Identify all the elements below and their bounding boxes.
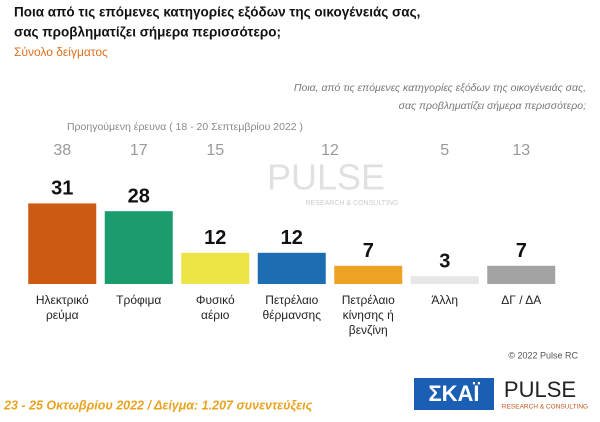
- question: Ποια, από τις επόμενες κατηγορίες εξόδων…: [294, 82, 586, 94]
- channel-logo-box: [414, 378, 494, 410]
- value-label: 12: [281, 227, 303, 249]
- watermark: PULSE: [267, 157, 385, 198]
- chart-title: Ποια από τις επόμενες κατηγορίες εξόδων …: [14, 5, 420, 20]
- bar: [410, 276, 479, 284]
- category-label: ΔΓ / ΔΑ: [501, 293, 542, 307]
- bar: [487, 265, 556, 284]
- value-label: 7: [516, 240, 527, 262]
- category-label: Ηλεκτρικό ρεύμα: [35, 293, 89, 322]
- previous-value: 15: [206, 142, 224, 159]
- category-label: Πετρέλαιο θέρμανσης: [262, 293, 322, 322]
- chart-title: σας προβληματίζει σήμερα περισσότερο;: [14, 25, 281, 40]
- previous-value: 17: [130, 142, 148, 159]
- category-label: Πετρέλαιο κίνησης ή βενζίνη: [341, 293, 395, 337]
- previous-label: Προηγούμενη έρευνα ( 18 - 20 Σεπτεμβρίου…: [67, 121, 303, 133]
- value-label: 31: [51, 178, 73, 200]
- category-label: Φυσικό αέριο: [195, 293, 235, 322]
- bar: [334, 265, 403, 284]
- channel-logo: ΣΚΑΪ: [428, 381, 480, 406]
- question: σας προβληματίζει σήμερα περισσότερο;: [399, 100, 586, 112]
- previous-value: 5: [440, 142, 449, 159]
- brand-logo: PULSE: [504, 377, 576, 402]
- bar: [181, 252, 250, 284]
- value-label: 12: [204, 227, 226, 249]
- previous-value: 12: [321, 142, 339, 159]
- brand-tagline: RESEARCH & CONSULTING: [502, 404, 588, 411]
- bar: [257, 252, 326, 284]
- bar: [104, 211, 173, 284]
- category-label: Τρόφιμα: [116, 293, 162, 307]
- footer: 23 - 25 Οκτωβρίου 2022 / Δείγμα: 1.207 σ…: [3, 398, 313, 412]
- value-label: 3: [439, 250, 450, 272]
- value-label: 28: [128, 185, 150, 207]
- value-label: 7: [363, 240, 374, 262]
- copyright: © 2022 Pulse RC: [508, 350, 578, 360]
- subtitle: Σύνολο δείγματος: [14, 45, 108, 59]
- bar: [28, 203, 97, 284]
- previous-value: 38: [53, 142, 71, 159]
- watermark-tagline: RESEARCH & CONSULTING: [306, 200, 399, 207]
- category-label: Άλλη: [431, 293, 459, 307]
- previous-value: 13: [512, 142, 530, 159]
